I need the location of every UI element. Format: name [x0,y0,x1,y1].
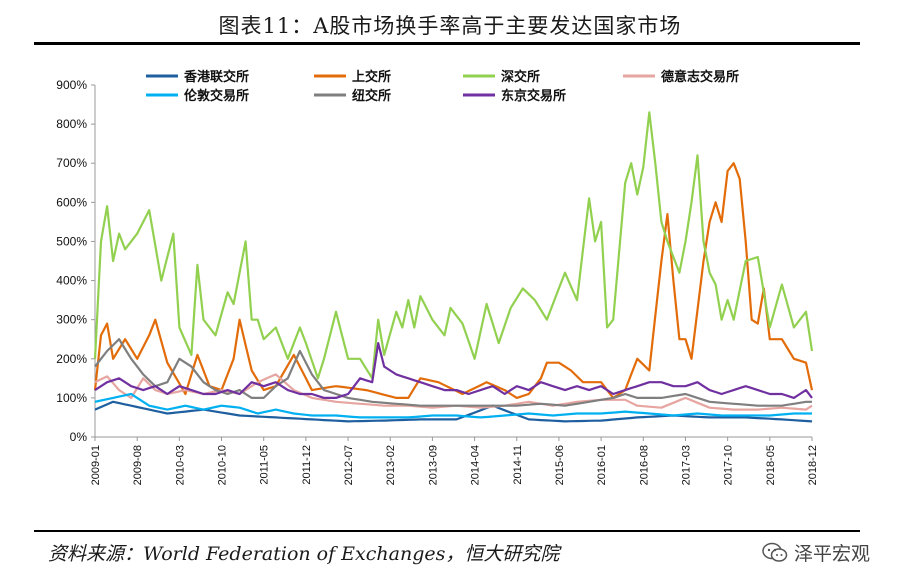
x-tick-label: 2013-09 [427,445,439,485]
x-tick-label: 2014-11 [512,445,524,485]
y-tick-label: 300% [56,313,87,327]
x-tick-label: 2010-03 [174,445,186,485]
series-line-7 [94,342,813,399]
x-tick-label: 2010-10 [217,445,229,485]
x-tick-label: 2011-05 [259,445,271,485]
x-tick-label: 2015-06 [554,445,566,485]
x-tick-label: 2016-08 [638,445,650,485]
x-tick-label: 2014-04 [470,445,482,485]
series-line-2 [93,162,814,399]
chart-title: 图表11：A股市场换手率高于主要发达国家市场 [218,14,682,38]
legend-label: 香港联交所 [183,69,249,85]
legend-label: 伦敦交易所 [184,88,249,104]
series-line-1 [94,400,813,423]
x-tick-label: 2017-10 [723,445,735,485]
y-tick-label: 700% [56,156,87,170]
x-tick-label: 2018-12 [807,445,819,485]
series-line-3 [93,111,814,380]
legend-label: 纽交所 [352,88,391,104]
x-tick-label: 2009-01 [90,445,102,485]
y-tick-label: 600% [56,195,87,209]
y-tick-label: 500% [56,234,87,248]
x-tick-label: 2012-07 [343,445,355,485]
y-tick-label: 100% [56,391,87,405]
y-tick-label: 0% [70,430,88,444]
y-axis: 0% 100% 200% 300% 400% 500% 600% 700% 800% 900% [56,78,96,444]
title-underline [34,42,860,45]
legend-label: 东京交易所 [501,88,566,104]
legend-label: 深交所 [501,69,540,85]
x-tick-label: 2009-08 [132,445,144,485]
series-line-6 [94,338,812,407]
watermark: 泽平宏观 [762,539,870,566]
series-line-5 [94,392,812,419]
wechat-icon [762,542,788,562]
footer-rule [34,530,860,532]
source-note: 资料来源：World Federation of Exchanges，恒大研究院 [48,543,560,565]
legend-label: 上交所 [352,69,391,85]
plot-area [93,111,814,423]
y-tick-label: 200% [56,352,87,366]
y-tick-label: 800% [56,117,87,131]
x-tick-label: 2011-12 [301,445,313,485]
y-tick-label: 900% [56,78,87,92]
x-tick-label: 2018-05 [765,445,777,485]
y-tick-label: 400% [56,274,87,288]
x-axis: 2009-01 2009-08 2010-03 2010-10 2011-05 2011-… [90,436,819,485]
legend-label: 德意志交易所 [661,69,739,85]
x-tick-label: 2017-03 [680,445,692,485]
x-tick-label: 2013-02 [385,445,397,485]
x-tick-label: 2016-01 [596,445,608,485]
watermark-text: 泽平宏观 [793,543,870,565]
